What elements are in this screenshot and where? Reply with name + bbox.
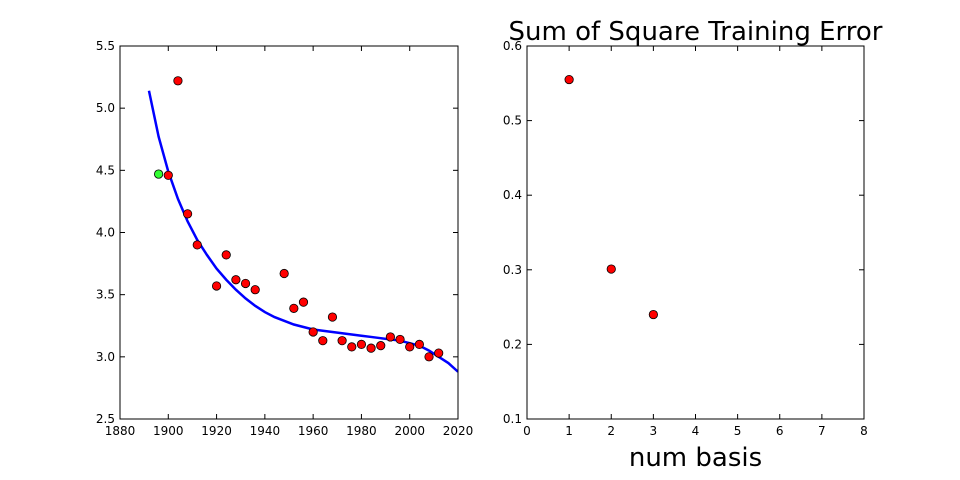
left-data-point: [414, 339, 424, 349]
right-y-tick-label: 0.5: [503, 114, 522, 128]
left-data-point: [183, 209, 193, 219]
left-data-point: [405, 342, 415, 352]
right-x-tick-label: 3: [650, 424, 658, 438]
left-data-point: [289, 303, 299, 313]
right-x-tick-label: 8: [860, 424, 868, 438]
left-data-point: [163, 170, 173, 180]
left-data-point: [366, 343, 376, 353]
left-data-point: [395, 334, 405, 345]
left-y-tick-label: 5.0: [96, 101, 115, 115]
right-x-tick-label: 4: [692, 424, 700, 438]
right-axes-frame: [526, 45, 865, 420]
left-data-point: [308, 327, 318, 337]
right-data-point: [648, 309, 658, 320]
right-x-tick-label: 7: [818, 424, 826, 438]
right-data-point: [564, 74, 574, 85]
left-data-point: [356, 339, 367, 349]
left-axes-frame: [119, 45, 459, 420]
right-chart-title: Sum of Square Training Error: [509, 17, 883, 47]
right-x-axis-label: num basis: [629, 443, 762, 473]
left-ticks: 1880 1900 1920 1940 1960 1980 2000 2020 2.5 3.0 3.…: [96, 39, 473, 438]
left-subplot: 1880 1900 1920 1940 1960 1980 2000 2020 2.5 3.0 3.…: [96, 39, 473, 438]
left-y-tick-label: 4.5: [96, 163, 115, 177]
left-data-point: [221, 250, 231, 260]
right-x-tick-label: 1: [565, 424, 573, 438]
right-y-tick-label: 0.2: [503, 337, 522, 351]
left-data-point: [434, 348, 444, 358]
left-y-tick-label: 3.5: [96, 288, 115, 302]
right-y-tick-label: 0.1: [503, 412, 522, 426]
left-data-point: [318, 336, 328, 346]
left-data-point: [298, 297, 309, 307]
left-y-tick-label: 3.0: [96, 350, 115, 364]
left-data-point: [192, 240, 202, 250]
right-y-tick-label: 0.6: [503, 39, 522, 53]
right-y-tick-label: 0.4: [503, 188, 522, 202]
left-data-point: [337, 336, 347, 346]
left-x-tick-label: 1880: [105, 424, 136, 438]
left-data-point: [211, 281, 222, 291]
left-y-tick-label: 5.5: [96, 39, 115, 53]
left-data-point: [250, 285, 260, 295]
left-x-tick-label: 1940: [250, 424, 281, 438]
left-x-tick-label: 2020: [443, 424, 474, 438]
left-data-point: [154, 169, 164, 179]
left-data-point: [347, 342, 357, 352]
left-data-point: [327, 312, 338, 322]
right-subplot: 0 1 2 3 4 5 6 7 8 0.1 0.2 0.3 0.4 0.5 0.6 Sum of Squar…: [503, 17, 883, 473]
left-x-tick-label: 2000: [394, 424, 425, 438]
left-x-tick-label: 1960: [298, 424, 329, 438]
right-data-point: [606, 264, 616, 274]
left-data-point: [385, 332, 395, 342]
left-marks: [147, 76, 458, 373]
right-y-tick-label: 0.3: [503, 263, 522, 277]
left-x-tick-label: 1900: [153, 424, 184, 438]
left-data-point: [231, 275, 241, 285]
left-x-tick-label: 1980: [346, 424, 377, 438]
left-data-point: [173, 76, 183, 86]
left-y-tick-label: 4.0: [96, 226, 115, 240]
right-x-tick-label: 2: [607, 424, 615, 438]
left-data-point: [240, 278, 251, 289]
left-data-point: [376, 341, 386, 351]
right-x-tick-label: 0: [523, 424, 531, 438]
right-x-tick-label: 6: [776, 424, 784, 438]
right-x-tick-label: 5: [734, 424, 742, 438]
left-y-tick-label: 2.5: [96, 412, 115, 426]
right-marks: [564, 74, 658, 320]
left-x-tick-label: 1920: [201, 424, 232, 438]
left-data-point: [424, 352, 434, 362]
left-data-point: [279, 268, 289, 279]
